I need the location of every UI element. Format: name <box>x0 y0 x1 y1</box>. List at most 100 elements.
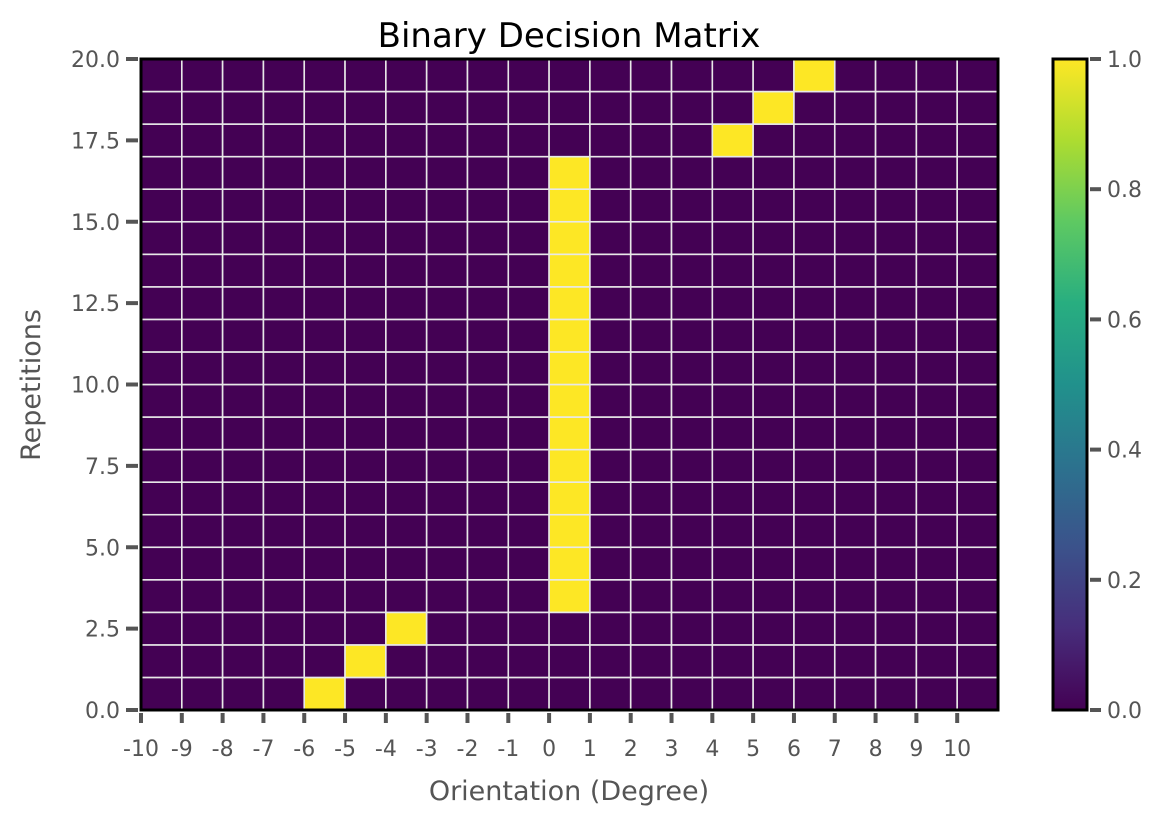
heatmap-cell-off <box>425 481 469 516</box>
heatmap-cell-off <box>507 58 550 93</box>
heatmap-cell-off <box>711 611 754 646</box>
heatmap-cell-off <box>833 578 877 614</box>
heatmap-cell-off <box>385 481 428 516</box>
y-axis-ticks: 0.0 2.5 5.0 7.5 10.0 12.5 15.0 17.5 20.0 <box>71 48 138 724</box>
heatmap-cell-off <box>507 546 550 581</box>
heatmap-cell-off <box>589 481 632 516</box>
heatmap-cell-off <box>915 90 958 125</box>
heatmap-cell-off <box>670 578 714 614</box>
heatmap-cell-off <box>752 383 795 418</box>
heatmap-cell-off <box>793 644 836 679</box>
x-tick-label: 6 <box>787 737 801 762</box>
heatmap-cell-off <box>589 546 632 581</box>
heatmap-cell-off <box>181 644 224 679</box>
x-axis-ticks: -10 -9 -8 -7 -6 -5 -4 -3 -2 -1 0 1 2 3 4 5 6 7 8 9 10 <box>123 713 971 762</box>
heatmap-cell-off <box>344 188 387 223</box>
heatmap-cell-off <box>874 123 918 158</box>
heatmap-cell-off <box>793 123 836 158</box>
heatmap-cell-on <box>548 286 591 321</box>
heatmap-cell-off <box>425 416 469 451</box>
x-tick-label: 4 <box>705 737 719 762</box>
x-tick-label: -6 <box>293 737 315 762</box>
heatmap-cell-off <box>262 318 306 353</box>
heatmap-cell-off <box>752 644 795 679</box>
heatmap-cell-off <box>752 123 795 158</box>
heatmap-cell-off <box>507 513 550 549</box>
heatmap-cell-off <box>262 90 306 125</box>
heatmap-cell-on <box>303 676 346 711</box>
heatmap-cell-off <box>711 676 754 711</box>
x-tick-label: 3 <box>665 737 679 762</box>
heatmap-cell-off <box>915 644 958 679</box>
heatmap-cell-off <box>181 155 224 190</box>
heatmap-cell-on <box>548 546 591 581</box>
colorbar-tick-label: 0.8 <box>1107 178 1142 203</box>
heatmap-cell-off <box>752 286 795 321</box>
heatmap-cell-on <box>752 90 795 125</box>
heatmap-cell-off <box>711 513 754 549</box>
heatmap-cell-off <box>915 351 958 386</box>
heatmap-cell-off <box>262 416 306 451</box>
heatmap-cell-off <box>874 220 918 256</box>
heatmap-cell-off <box>670 416 714 451</box>
heatmap-cell-off <box>670 253 714 288</box>
heatmap-cell-off <box>752 676 795 711</box>
heatmap-cell-off <box>262 546 306 581</box>
heatmap-cell-off <box>466 123 510 158</box>
heatmap-cell-off <box>915 123 958 158</box>
heatmap-cell-off <box>833 220 877 256</box>
heatmap-cell-off <box>507 286 550 321</box>
heatmap-cell-off <box>262 351 306 386</box>
heatmap-cell-off <box>670 318 714 353</box>
heatmap-cell-off <box>793 318 836 353</box>
heatmap-cell-off <box>711 448 754 483</box>
heatmap-cell-on <box>548 383 591 418</box>
heatmap-cell-off <box>874 448 918 483</box>
heatmap-cell-off <box>140 611 183 646</box>
heatmap-cell-off <box>956 676 999 711</box>
heatmap-cell-off <box>303 123 346 158</box>
heatmap-cell-off <box>466 416 510 451</box>
heatmap-cell-off <box>303 318 346 353</box>
heatmap-cell-off <box>385 188 428 223</box>
heatmap-cell-off <box>425 351 469 386</box>
heatmap-cell-off <box>140 253 183 288</box>
heatmap-cell-off <box>956 383 999 418</box>
heatmap-cell-off <box>752 481 795 516</box>
heatmap-cell-off <box>670 546 714 581</box>
heatmap-cell-off <box>303 448 346 483</box>
heatmap-cell-off <box>181 220 224 256</box>
heatmap-cell-off <box>629 481 673 516</box>
heatmap-cell-on <box>548 155 591 190</box>
heatmap-cell-off <box>711 188 754 223</box>
heatmap-cell-off <box>181 676 224 711</box>
heatmap-cell-off <box>466 611 510 646</box>
heatmap-cell-off <box>221 123 265 158</box>
heatmap-cell-off <box>425 90 469 125</box>
heatmap-cell-off <box>344 351 387 386</box>
heatmap-cell-off <box>425 155 469 190</box>
heatmap-cell-off <box>425 286 469 321</box>
heatmap-cell-off <box>670 644 714 679</box>
heatmap-cell-off <box>344 416 387 451</box>
heatmap-cell-off <box>507 123 550 158</box>
heatmap-cell-off <box>915 155 958 190</box>
heatmap-cell-off <box>833 123 877 158</box>
heatmap-cell-off <box>344 123 387 158</box>
heatmap-cell-off <box>589 58 632 93</box>
heatmap-cell-off <box>793 351 836 386</box>
heatmap-cell-off <box>303 578 346 614</box>
heatmap-cell-off <box>385 513 428 549</box>
heatmap-cell-off <box>181 611 224 646</box>
heatmap-cell-off <box>589 123 632 158</box>
heatmap-cell-off <box>833 448 877 483</box>
heatmap-cell-off <box>874 546 918 581</box>
heatmap-cell-off <box>793 90 836 125</box>
heatmap-cell-off <box>507 90 550 125</box>
heatmap-cell-off <box>181 448 224 483</box>
heatmap-cell-off <box>670 286 714 321</box>
heatmap-cell-off <box>181 253 224 288</box>
heatmap-cell-off <box>956 220 999 256</box>
heatmap-cell-off <box>262 286 306 321</box>
heatmap-cell-off <box>956 578 999 614</box>
